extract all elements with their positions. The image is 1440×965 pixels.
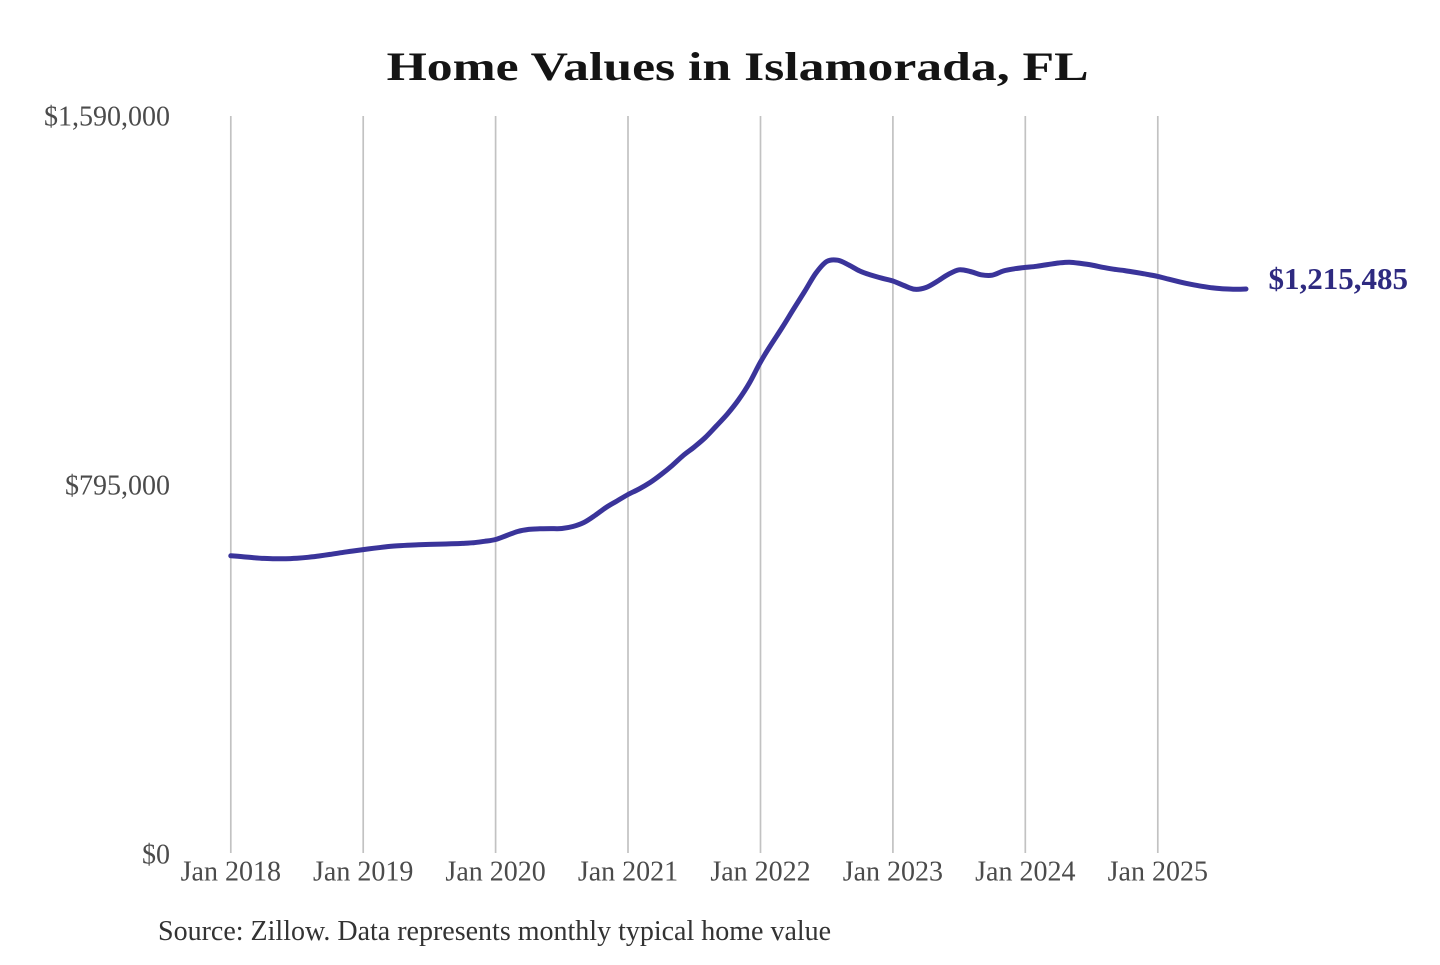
svg-text:Home Values in Islamorada, FL: Home Values in Islamorada, FL [387, 44, 1089, 89]
svg-text:Jan 2020: Jan 2020 [445, 857, 545, 888]
svg-text:$795,000: $795,000 [65, 471, 170, 502]
svg-text:Jan 2025: Jan 2025 [1108, 857, 1208, 888]
svg-text:Jan 2022: Jan 2022 [710, 857, 810, 888]
svg-text:Jan 2024: Jan 2024 [975, 857, 1075, 888]
svg-text:Source: Zillow. Data represent: Source: Zillow. Data represents monthly … [158, 916, 831, 947]
svg-text:Jan 2019: Jan 2019 [313, 857, 413, 888]
svg-text:$1,590,000: $1,590,000 [44, 102, 170, 133]
svg-text:Jan 2023: Jan 2023 [843, 857, 943, 888]
svg-text:$0: $0 [142, 840, 170, 871]
svg-text:Jan 2018: Jan 2018 [181, 857, 281, 888]
svg-text:$1,215,485: $1,215,485 [1269, 261, 1409, 296]
svg-text:Jan 2021: Jan 2021 [578, 857, 678, 888]
